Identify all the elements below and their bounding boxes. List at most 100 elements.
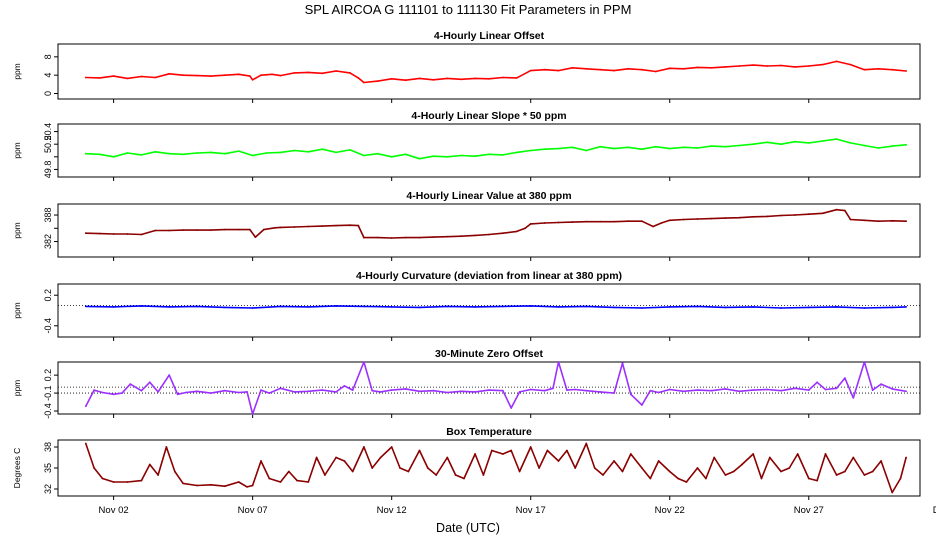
data-point bbox=[335, 391, 337, 393]
data-point bbox=[502, 453, 504, 455]
data-point bbox=[863, 474, 866, 476]
data-point bbox=[271, 73, 273, 76]
data-point bbox=[210, 483, 212, 486]
data-point bbox=[877, 220, 880, 223]
data-point bbox=[307, 150, 310, 153]
data-point bbox=[363, 446, 365, 448]
data-point bbox=[474, 391, 476, 393]
data-point bbox=[835, 387, 838, 390]
data-point bbox=[557, 361, 560, 363]
data-point bbox=[654, 70, 657, 73]
panel-1: 4-Hourly Linear Offset 0 4 8 ppm bbox=[12, 30, 921, 103]
data-point bbox=[571, 221, 574, 224]
data-point bbox=[474, 77, 476, 80]
data-point bbox=[168, 306, 171, 308]
plot-frame bbox=[57, 43, 921, 100]
data-point bbox=[482, 474, 485, 476]
data-point bbox=[154, 229, 157, 232]
data-point bbox=[279, 74, 282, 77]
series-line bbox=[85, 305, 907, 309]
data-point bbox=[363, 305, 365, 308]
plot-frame bbox=[57, 361, 921, 415]
data-point bbox=[223, 389, 226, 392]
data-point bbox=[696, 305, 699, 308]
data-point bbox=[84, 442, 87, 445]
data-point bbox=[696, 218, 699, 220]
data-point bbox=[502, 232, 504, 235]
data-point bbox=[557, 221, 560, 224]
data-point bbox=[621, 362, 624, 365]
data-point bbox=[446, 77, 449, 80]
data-point bbox=[627, 146, 629, 149]
data-point bbox=[223, 152, 226, 155]
data-point bbox=[849, 63, 852, 66]
data-point bbox=[652, 225, 654, 228]
data-point bbox=[390, 155, 393, 158]
data-point bbox=[821, 63, 824, 66]
data-point bbox=[260, 389, 262, 391]
data-point bbox=[474, 234, 476, 237]
data-point bbox=[165, 446, 168, 448]
data-point bbox=[246, 391, 249, 393]
data-point bbox=[710, 145, 713, 148]
data-point bbox=[863, 307, 866, 309]
data-point bbox=[571, 66, 574, 69]
data-point bbox=[905, 306, 907, 308]
data-point bbox=[98, 232, 101, 235]
data-point bbox=[140, 389, 143, 392]
data-point bbox=[807, 213, 810, 216]
data-point bbox=[543, 148, 546, 151]
data-point bbox=[93, 467, 95, 469]
data-point bbox=[351, 389, 354, 391]
data-point bbox=[899, 477, 902, 480]
data-point bbox=[98, 153, 101, 156]
data-point bbox=[279, 387, 282, 390]
y-tick-label: 8 bbox=[43, 54, 53, 59]
data-point bbox=[351, 470, 354, 473]
data-point bbox=[613, 69, 615, 72]
data-point bbox=[390, 389, 393, 391]
series-line bbox=[85, 442, 907, 494]
data-point bbox=[766, 215, 768, 218]
y-axis-label: ppm bbox=[12, 63, 22, 80]
data-point bbox=[349, 72, 351, 74]
data-point bbox=[807, 389, 810, 391]
data-point bbox=[418, 390, 421, 393]
data-point bbox=[891, 306, 894, 309]
data-point bbox=[129, 383, 132, 385]
data-point bbox=[585, 389, 588, 392]
data-point bbox=[474, 155, 476, 158]
plot-frame bbox=[57, 123, 921, 178]
data-point bbox=[182, 74, 185, 77]
data-point bbox=[390, 446, 393, 448]
data-point bbox=[515, 230, 518, 233]
data-point bbox=[126, 152, 129, 154]
data-point bbox=[379, 456, 382, 459]
plot-frame bbox=[57, 439, 921, 497]
data-point bbox=[557, 147, 560, 150]
data-point bbox=[363, 154, 365, 157]
data-point bbox=[768, 456, 771, 459]
data-point bbox=[432, 389, 435, 392]
data-point bbox=[871, 389, 874, 391]
data-point bbox=[780, 143, 782, 146]
data-point bbox=[404, 79, 407, 82]
panel-title: 4-Hourly Linear Offset bbox=[434, 30, 545, 42]
data-point bbox=[566, 389, 568, 391]
data-point bbox=[446, 235, 449, 238]
data-point bbox=[794, 387, 796, 390]
data-point bbox=[510, 449, 513, 452]
data-point bbox=[502, 305, 504, 308]
data-point bbox=[140, 154, 143, 156]
y-tick-label: 382 bbox=[43, 234, 53, 249]
data-point bbox=[404, 153, 407, 156]
data-point bbox=[237, 481, 240, 483]
data-point bbox=[196, 305, 198, 308]
data-point bbox=[157, 391, 160, 393]
data-point bbox=[741, 463, 743, 466]
data-point bbox=[863, 219, 866, 222]
data-point bbox=[660, 222, 663, 224]
data-point bbox=[593, 467, 596, 469]
x-tick-label: Nov 27 bbox=[794, 505, 824, 516]
data-point bbox=[296, 479, 298, 482]
